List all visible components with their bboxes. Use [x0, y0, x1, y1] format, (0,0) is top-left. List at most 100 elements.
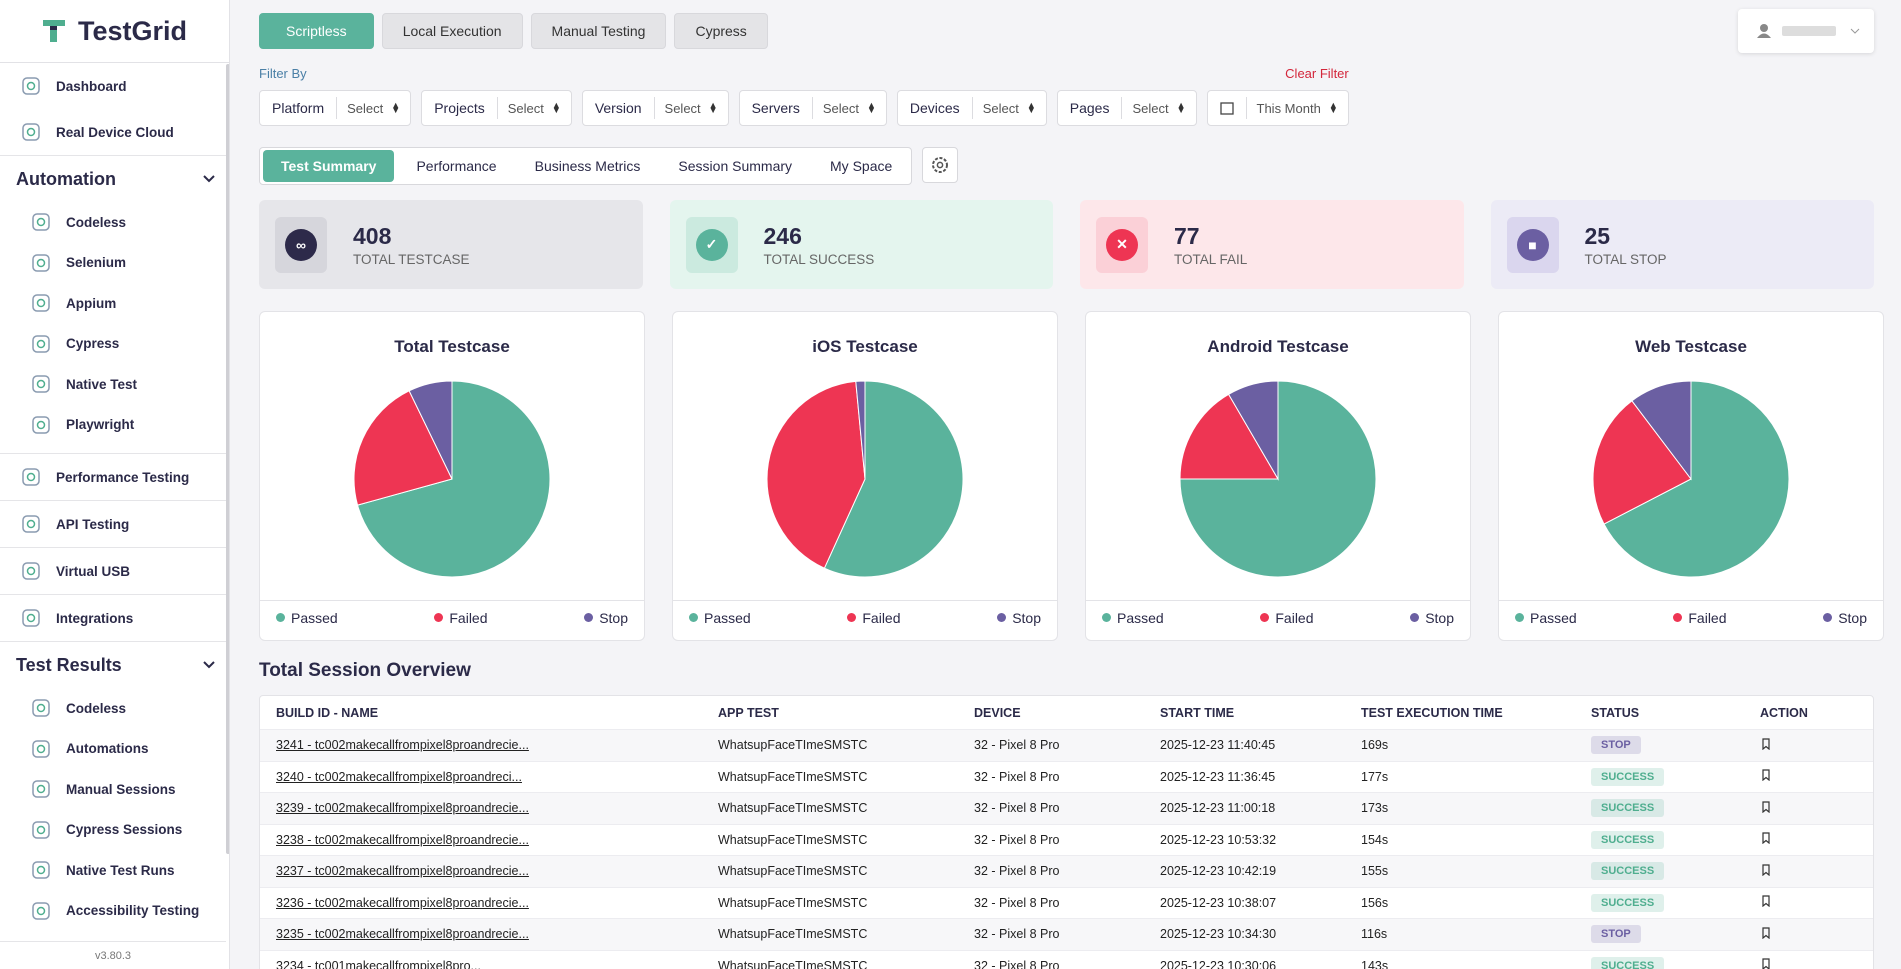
card-text: 408TOTAL TESTCASE [353, 223, 470, 267]
user-menu[interactable] [1738, 9, 1874, 53]
nav-item[interactable]: Codeless [0, 202, 229, 243]
brand[interactable]: TestGrid [0, 0, 229, 63]
sub-tab[interactable]: Test Summary [263, 150, 394, 182]
legend-item[interactable]: Stop [997, 610, 1041, 626]
nav-icon [20, 607, 42, 629]
calendar-shape [1221, 103, 1233, 114]
nav-item[interactable]: Appium [0, 283, 229, 324]
status-badge: SUCCESS [1591, 894, 1664, 912]
nav-group-header[interactable]: Test Results [0, 642, 229, 688]
top-tab[interactable]: Local Execution [382, 13, 523, 49]
nav-label: Cypress Sessions [66, 822, 182, 837]
legend-item[interactable]: Stop [1823, 610, 1867, 626]
chart-panel: iOS TestcasePassedFailedStop [672, 311, 1058, 641]
build-link[interactable]: 3241 - tc002makecallfrompixel8proandreci… [276, 738, 529, 752]
cell-text: 2025-12-23 11:40:45 [1160, 738, 1275, 752]
filter-value: Select [1132, 101, 1168, 116]
nav-item[interactable]: Accessibility Testing [0, 891, 229, 932]
nav-item[interactable]: Real Device Cloud [0, 109, 229, 155]
bookmark-icon[interactable] [1760, 832, 1772, 844]
bookmark-icon[interactable] [1760, 738, 1772, 750]
nav-item[interactable]: Cypress Sessions [0, 810, 229, 851]
legend-item[interactable]: Passed [1102, 610, 1164, 626]
filter-group[interactable]: ProjectsSelect▲▼ [421, 90, 572, 126]
nav-item[interactable]: Native Test Runs [0, 850, 229, 891]
sub-tab[interactable]: Session Summary [662, 150, 808, 182]
sub-tab[interactable]: My Space [814, 150, 908, 182]
action-cell [1744, 769, 1873, 784]
bookmark-icon[interactable] [1760, 864, 1772, 876]
scrollbar[interactable] [226, 64, 230, 854]
sub-tab[interactable]: Business Metrics [519, 150, 657, 182]
chart-panel: Total Testcase Passed Failed Stop [259, 311, 645, 641]
nav-icon [30, 373, 52, 395]
nav-item[interactable]: Dashboard [0, 63, 229, 109]
legend-item[interactable]: Passed [689, 610, 751, 626]
nav-group-header[interactable]: Automation [0, 156, 229, 202]
filter-group[interactable]: ServersSelect▲▼ [739, 90, 887, 126]
build-link[interactable]: 3238 - tc002makecallfrompixel8proandreci… [276, 833, 529, 847]
nav-item[interactable]: Virtual USB [0, 548, 229, 594]
chart-panel: Android TestcasePassedFailedStop [1085, 311, 1471, 641]
legend-item[interactable]: Failed [434, 610, 487, 626]
build-link[interactable]: 3237 - tc002makecallfrompixel8proandreci… [276, 864, 529, 878]
nav-item[interactable]: Native Test [0, 364, 229, 405]
card-icon-dot: ✕ [1106, 229, 1138, 261]
table-cell: 3240 - tc002makecallfrompixel8proandreci… [260, 770, 702, 784]
legend-item[interactable]: Failed [1260, 610, 1313, 626]
legend-item[interactable]: Stop [584, 610, 628, 626]
build-link[interactable]: 3240 - tc002makecallfrompixel8proandreci… [276, 770, 522, 784]
legend-item[interactable]: Passed [1515, 610, 1577, 626]
filter-group[interactable]: VersionSelect▲▼ [582, 90, 729, 126]
build-link[interactable]: 3239 - tc002makecallfrompixel8proandreci… [276, 801, 529, 815]
sidebar: TestGrid DashboardReal Device Cloud Autom… [0, 0, 230, 969]
chart-title: Total Testcase [394, 337, 510, 356]
card-value: 25 [1585, 223, 1667, 250]
summary-card: ✓246TOTAL SUCCESS [670, 200, 1054, 289]
nav-item[interactable]: Playwright [0, 405, 229, 446]
nav-item[interactable]: Performance Testing [0, 454, 229, 500]
top-tab[interactable]: Cypress [674, 13, 767, 49]
bookmark-icon[interactable] [1760, 927, 1772, 939]
top-tab[interactable]: Scriptless [259, 13, 374, 49]
nav-label: Codeless [66, 215, 126, 230]
filter-group[interactable]: PagesSelect▲▼ [1057, 90, 1197, 126]
settings-button[interactable] [922, 147, 958, 183]
filter-group[interactable]: PlatformSelect▲▼ [259, 90, 411, 126]
date-filter[interactable]: This Month▲▼ [1207, 90, 1349, 126]
nav-group-title: Automation [16, 169, 116, 190]
filter-group[interactable]: DevicesSelect▲▼ [897, 90, 1047, 126]
bookmark-icon[interactable] [1760, 895, 1772, 907]
legend-item[interactable]: Failed [1673, 610, 1726, 626]
bookmark-icon[interactable] [1760, 769, 1772, 781]
nav-item[interactable]: Integrations [0, 595, 229, 641]
legend-item[interactable]: Passed [276, 610, 338, 626]
build-link[interactable]: 3234 - tc001makecallfrompixel8pro... [276, 959, 481, 969]
build-link[interactable]: 3236 - tc002makecallfrompixel8proandreci… [276, 896, 529, 910]
bookmark-icon[interactable] [1760, 801, 1772, 813]
filter-select: Select▲▼ [498, 101, 571, 116]
nav-item[interactable]: Cypress [0, 324, 229, 365]
nav-item[interactable]: Selenium [0, 243, 229, 284]
cell-text: 177s [1361, 770, 1388, 784]
nav-item[interactable]: Codeless [0, 688, 229, 729]
legend-label: Stop [1425, 610, 1454, 626]
build-link[interactable]: 3235 - tc002makecallfrompixel8proandreci… [276, 927, 529, 941]
calendar [1208, 97, 1247, 119]
legend-item[interactable]: Stop [1410, 610, 1454, 626]
nav-item[interactable]: Automations [0, 729, 229, 770]
nav-label: Selenium [66, 255, 126, 270]
bookmark-shape [1763, 928, 1769, 938]
nav-item[interactable]: Manual Sessions [0, 769, 229, 810]
bookmark-icon[interactable] [1760, 958, 1772, 969]
sub-tab[interactable]: Performance [400, 150, 512, 182]
clear-filter[interactable]: Clear Filter [1285, 66, 1349, 84]
legend: Passed Failed Stop [1499, 600, 1883, 640]
filter-title: Filter By [259, 66, 307, 84]
nav-item[interactable]: API Testing [0, 501, 229, 547]
cell-text: 155s [1361, 864, 1388, 878]
top-tab[interactable]: Manual Testing [531, 13, 667, 49]
table-cell: 32 - Pixel 8 Pro [958, 864, 1144, 878]
legend-swatch [689, 613, 698, 622]
legend-item[interactable]: Failed [847, 610, 900, 626]
